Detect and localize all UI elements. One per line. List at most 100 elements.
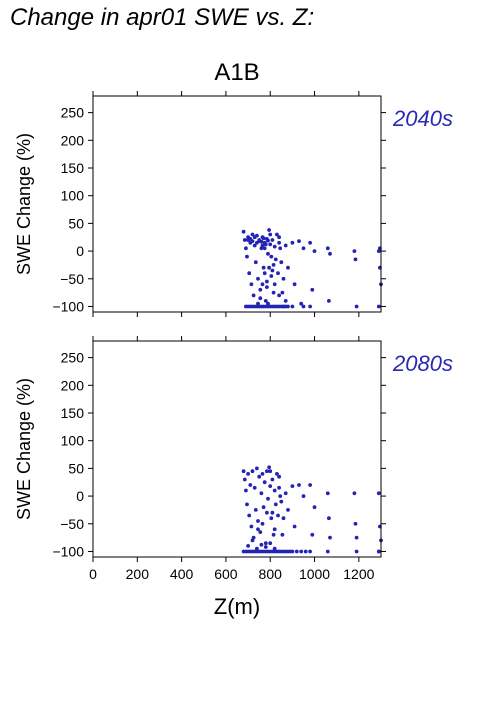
data-point (290, 240, 295, 245)
data-point (294, 549, 299, 554)
data-point (271, 290, 276, 295)
data-point (327, 516, 331, 521)
data-point (279, 499, 284, 504)
data-point (277, 474, 281, 479)
data-point (261, 265, 266, 270)
x-axis-label: Z(m) (214, 594, 260, 619)
data-point (328, 251, 332, 256)
data-point (352, 491, 357, 496)
data-point (278, 246, 283, 251)
data-point (275, 472, 279, 476)
x-tick-label: 800 (259, 566, 283, 582)
data-point (241, 469, 246, 474)
data-point (252, 235, 257, 240)
data-point (242, 477, 247, 482)
data-point (281, 276, 286, 281)
data-point (266, 238, 270, 243)
y-axis-label: SWE Change (%) (14, 133, 34, 275)
data-point (258, 530, 263, 534)
data-point (265, 285, 269, 289)
y-tick-label: 200 (61, 377, 85, 393)
data-point (242, 238, 247, 242)
data-point (312, 505, 317, 510)
data-point (272, 282, 277, 287)
y-tick-label: 250 (61, 105, 85, 121)
data-point (354, 304, 359, 309)
data-point (267, 265, 271, 270)
x-tick-label: 0 (89, 566, 97, 582)
data-point (247, 271, 252, 276)
data-point (352, 249, 357, 254)
data-point (325, 549, 330, 554)
data-point (272, 244, 277, 249)
data-point (259, 239, 264, 244)
data-point (310, 287, 315, 292)
data-point (354, 535, 359, 540)
data-point (283, 491, 288, 496)
data-point (269, 254, 274, 259)
panel-2080s: −100 −50 0 50 100 150 200 250 0 200 400 600 800 1000 1… (14, 336, 453, 619)
y-axis-label: SWE Change (%) (14, 378, 34, 520)
y-tick-label: 0 (76, 243, 84, 259)
data-point (250, 239, 255, 244)
data-point (308, 240, 312, 245)
y-tick-label: −100 (52, 298, 84, 314)
data-point (248, 483, 253, 487)
data-point (290, 549, 295, 554)
data-point (258, 296, 263, 301)
data-point (275, 232, 279, 237)
data-point (250, 232, 255, 237)
data-point (267, 228, 271, 232)
data-point (271, 532, 276, 537)
data-point (272, 488, 277, 493)
data-point (299, 301, 304, 306)
data-point (279, 260, 284, 265)
data-point (244, 246, 248, 251)
data-point (250, 469, 255, 474)
data-point (353, 521, 358, 526)
data-point (261, 236, 266, 241)
data-point (260, 521, 265, 526)
period-label: 2080s (392, 351, 453, 376)
data-point (252, 485, 257, 490)
data-point (246, 544, 251, 548)
data-point (272, 546, 277, 551)
data-point (312, 249, 317, 254)
y-tick-label: 150 (61, 405, 85, 421)
data-point (325, 246, 330, 251)
data-point (245, 502, 249, 507)
data-point (299, 549, 304, 554)
x-tick-label: 400 (170, 566, 194, 582)
y-tick-label: 200 (61, 132, 85, 148)
x-tick-label: 600 (214, 566, 238, 582)
data-point (256, 301, 260, 306)
data-point (281, 516, 286, 521)
data-point (325, 491, 330, 496)
y-tick-label: 50 (68, 215, 84, 231)
data-point (272, 527, 277, 532)
data-point (269, 274, 274, 278)
y-tick-label: 0 (76, 488, 84, 504)
data-point (283, 243, 288, 248)
data-point (268, 484, 273, 488)
data-point (290, 304, 295, 309)
y-tick-label: −50 (60, 271, 84, 287)
data-point (269, 516, 274, 521)
data-point (266, 301, 270, 306)
data-point (301, 304, 306, 309)
data-point (260, 282, 265, 287)
data-point (256, 276, 260, 281)
data-point (262, 271, 267, 276)
data-point (271, 263, 276, 267)
data-point (253, 508, 258, 512)
y-tick-label: 50 (68, 460, 84, 476)
y-tick-label: 100 (61, 188, 85, 204)
data-point (353, 257, 358, 262)
data-point (259, 491, 264, 496)
data-point (263, 541, 268, 546)
data-point (257, 474, 262, 479)
data-point (276, 271, 280, 276)
data-point (280, 290, 285, 295)
data-point (265, 279, 269, 284)
x-tick-label: 1200 (343, 566, 374, 582)
